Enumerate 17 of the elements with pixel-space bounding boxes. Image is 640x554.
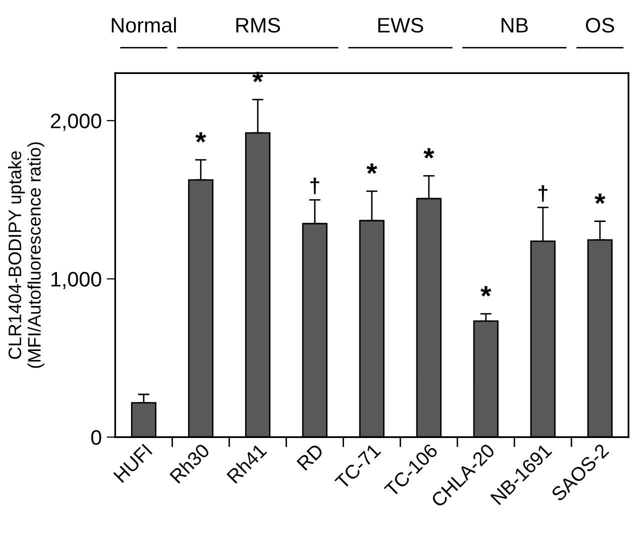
text: RMS xyxy=(236,18,280,33)
annotation: * xyxy=(366,164,378,174)
text: OS xyxy=(586,18,614,33)
y-tick-label: 2,000 xyxy=(50,114,102,131)
annotation: † xyxy=(310,178,320,194)
annotation: * xyxy=(195,132,206,143)
y-tick-label: 1,000 xyxy=(51,272,102,290)
annotation: * xyxy=(424,148,434,159)
annotation: * xyxy=(480,286,492,297)
y-axis-title: CLR1404-BODIPY uptake (MFI/Autofluorescence ratio) xyxy=(8,142,44,368)
text: Normal xyxy=(112,17,176,33)
text: NB xyxy=(502,18,528,32)
text: EWS xyxy=(378,18,424,33)
annotation: * xyxy=(594,194,606,204)
y-tick-label: 0 xyxy=(91,430,102,445)
x-tick-label: RD xyxy=(296,443,324,471)
annotation: † xyxy=(538,185,548,202)
